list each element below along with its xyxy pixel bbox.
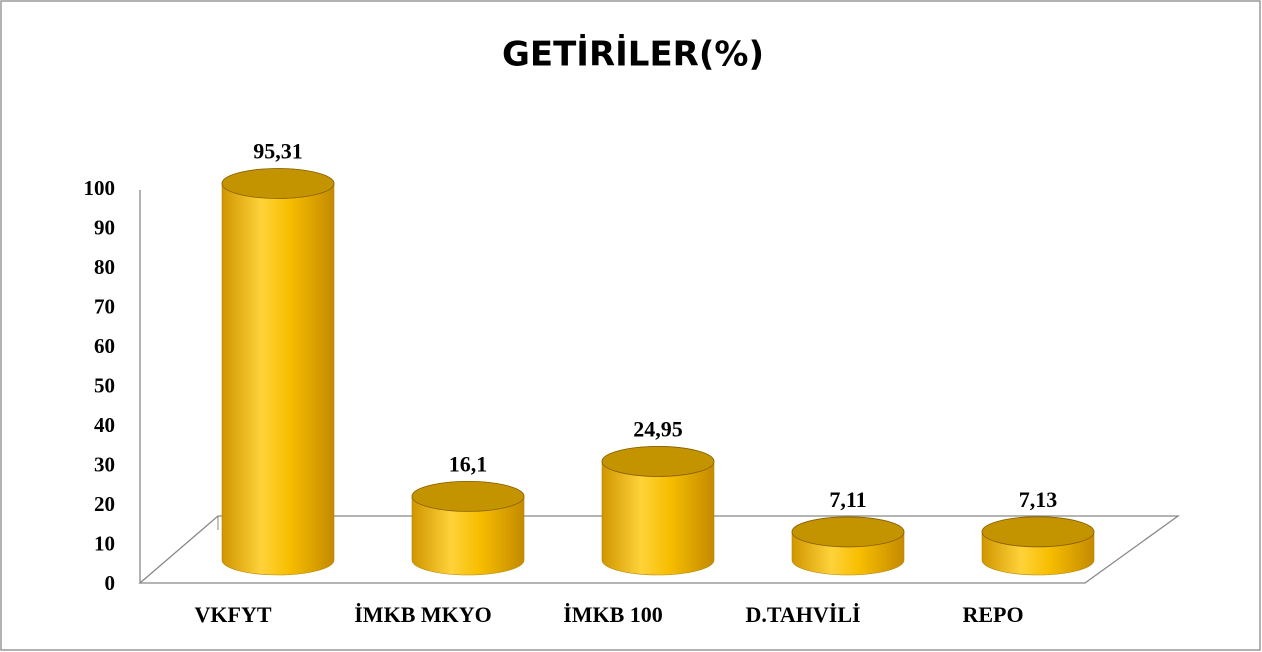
y-tick-label: 0 — [105, 571, 116, 595]
y-tick-label: 30 — [94, 452, 115, 476]
bar-top — [981, 516, 1095, 548]
y-tick-label: 40 — [94, 413, 115, 437]
value-label: 95,31 — [253, 139, 303, 164]
x-tick-label: D.TAHVİLİ — [745, 602, 860, 627]
x-tick-label: İMKB MKYO — [354, 602, 492, 627]
x-tick-label: VKFYT — [195, 602, 272, 627]
value-label: 24,95 — [633, 416, 683, 441]
bar — [221, 168, 335, 576]
y-tick-label: 60 — [94, 334, 115, 358]
x-tick-label: REPO — [962, 602, 1023, 627]
bar-top — [601, 446, 715, 477]
y-tick-label: 90 — [94, 215, 115, 239]
y-tick-label: 20 — [94, 492, 115, 516]
value-label: 7,13 — [1019, 487, 1058, 512]
chart-title: GETİRİLER(%) — [502, 34, 764, 75]
y-tick-label: 80 — [94, 255, 115, 279]
y-tick-label: 10 — [94, 531, 115, 555]
value-label: 7,11 — [829, 487, 866, 512]
value-label: 16,1 — [449, 451, 488, 476]
bar-top — [791, 516, 905, 548]
bar-top — [411, 481, 525, 512]
x-tick-label: İMKB 100 — [563, 602, 663, 627]
bar-top — [221, 168, 335, 199]
y-tick-label: 70 — [94, 294, 115, 318]
y-tick-label: 50 — [94, 373, 115, 397]
floor — [138, 515, 1181, 584]
y-tick-label: 100 — [84, 176, 116, 200]
